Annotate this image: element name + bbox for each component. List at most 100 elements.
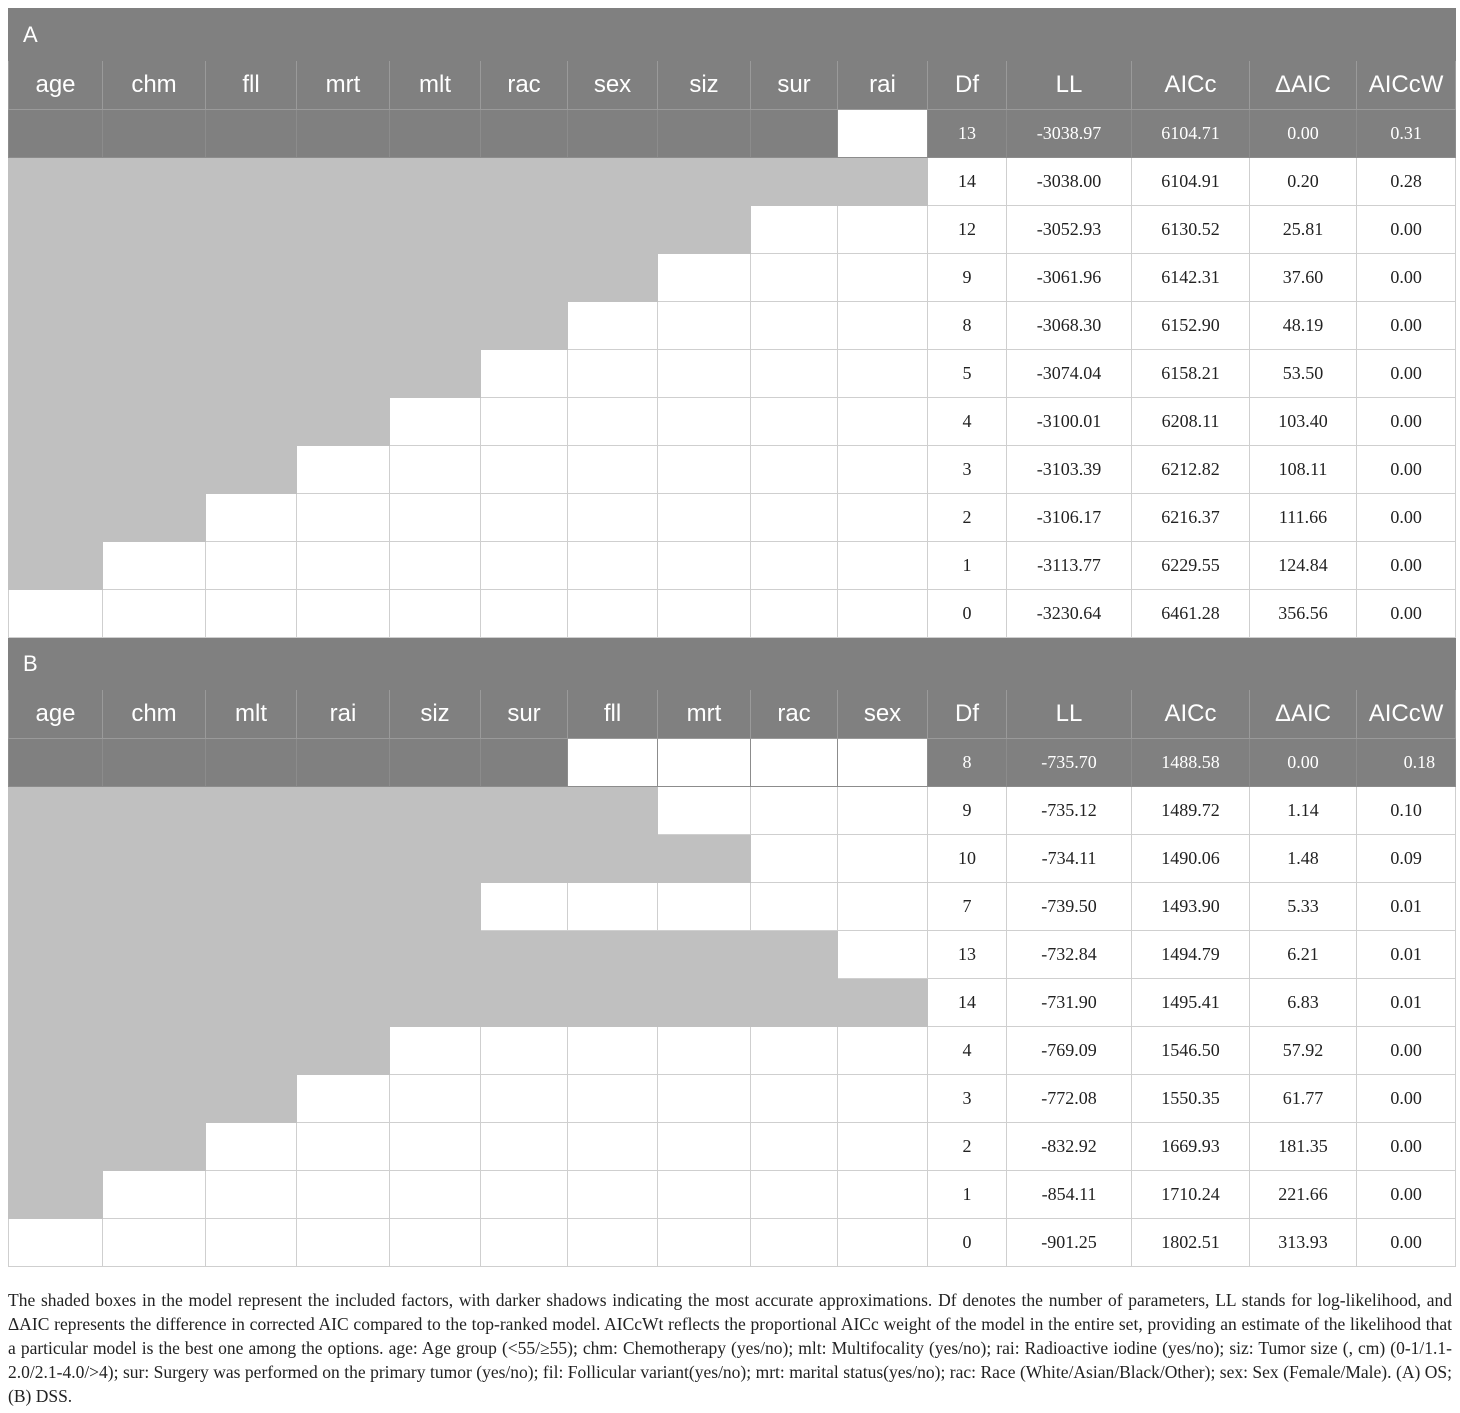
factor-included-cell xyxy=(389,253,481,302)
stat-header: ΔAIC xyxy=(1249,60,1357,110)
factor-excluded-cell xyxy=(567,1026,658,1075)
cell-daic: 111.66 xyxy=(1249,493,1357,542)
cell-w: 0.18 xyxy=(1355,738,1457,787)
table-footnote: The shaded boxes in the model represent … xyxy=(8,1290,1452,1406)
cell-ll: -3038.97 xyxy=(1006,109,1132,158)
factor-included-cell xyxy=(205,205,297,254)
factor-excluded-cell xyxy=(567,445,658,494)
cell-df: 8 xyxy=(927,301,1007,350)
factor-excluded-cell xyxy=(102,1170,206,1219)
factor-included-cell xyxy=(296,834,390,883)
model-row: 1 -3113.77 6229.55 124.84 0.00 xyxy=(8,541,1457,590)
cell-w: 0.00 xyxy=(1355,493,1457,542)
factor-excluded-cell xyxy=(389,445,481,494)
cell-aicc: 6461.28 xyxy=(1131,589,1250,638)
factor-excluded-cell xyxy=(102,1218,206,1267)
factor-excluded-cell xyxy=(567,301,658,350)
factor-excluded-cell xyxy=(837,397,928,446)
factor-excluded-cell xyxy=(750,786,838,835)
cell-daic: 37.60 xyxy=(1249,253,1357,302)
cell-ll: -832.92 xyxy=(1006,1122,1132,1171)
factor-included-cell xyxy=(296,930,390,979)
factor-included-cell xyxy=(102,157,206,206)
factor-excluded-cell xyxy=(480,1170,568,1219)
factor-excluded-cell xyxy=(837,301,928,350)
stat-header: Df xyxy=(927,689,1007,739)
cell-daic: 53.50 xyxy=(1249,349,1357,398)
factor-included-cell xyxy=(8,445,103,494)
cell-w: 0.31 xyxy=(1355,109,1457,158)
cell-df: 14 xyxy=(927,978,1007,1027)
cell-daic: 356.56 xyxy=(1249,589,1357,638)
factor-excluded-cell xyxy=(657,1122,751,1171)
stat-header: LL xyxy=(1006,60,1132,110)
factor-excluded-cell xyxy=(750,205,838,254)
factor-excluded-cell xyxy=(657,301,751,350)
cell-daic: 103.40 xyxy=(1249,397,1357,446)
factor-excluded-cell xyxy=(480,397,568,446)
cell-daic: 181.35 xyxy=(1249,1122,1357,1171)
model-row: 0 -3230.64 6461.28 356.56 0.00 xyxy=(8,589,1457,638)
cell-w: 0.00 xyxy=(1355,1218,1457,1267)
factor-included-cell xyxy=(8,301,103,350)
factor-included-cell xyxy=(296,109,390,158)
factor-included-cell xyxy=(102,930,206,979)
factor-excluded-cell xyxy=(657,589,751,638)
factor-excluded-cell xyxy=(480,1218,568,1267)
cell-df: 0 xyxy=(927,1218,1007,1267)
factor-included-cell xyxy=(8,738,103,787)
factor-excluded-cell xyxy=(480,445,568,494)
factor-excluded-cell xyxy=(837,786,928,835)
factor-excluded-cell xyxy=(567,882,658,931)
factor-header-mrt: mrt xyxy=(657,689,751,739)
model-row: 2 -832.92 1669.93 181.35 0.00 xyxy=(8,1122,1457,1171)
factor-excluded-cell xyxy=(657,1170,751,1219)
factor-excluded-cell xyxy=(750,882,838,931)
factor-excluded-cell xyxy=(296,1122,390,1171)
factor-header-mlt: mlt xyxy=(205,689,297,739)
factor-excluded-cell xyxy=(837,1074,928,1123)
factor-excluded-cell xyxy=(8,589,103,638)
cell-daic: 108.11 xyxy=(1249,445,1357,494)
factor-included-cell xyxy=(389,349,481,398)
factor-header-rac: rac xyxy=(480,60,568,110)
factor-included-cell xyxy=(205,978,297,1027)
cell-aicc: 1494.79 xyxy=(1131,930,1250,979)
cell-ll: -735.70 xyxy=(1006,738,1132,787)
cell-daic: 0.20 xyxy=(1249,157,1357,206)
cell-w: 0.09 xyxy=(1355,834,1457,883)
cell-ll: -3074.04 xyxy=(1006,349,1132,398)
factor-excluded-cell xyxy=(657,882,751,931)
cell-ll: -3100.01 xyxy=(1006,397,1132,446)
top-ranked-model-row: 8 -735.70 1488.58 0.00 0.18 xyxy=(8,738,1457,787)
factor-included-cell xyxy=(8,786,103,835)
factor-excluded-cell xyxy=(205,1218,297,1267)
factor-included-cell xyxy=(567,109,658,158)
factor-excluded-cell xyxy=(296,493,390,542)
factor-included-cell xyxy=(750,109,838,158)
cell-daic: 6.21 xyxy=(1249,930,1357,979)
factor-excluded-cell xyxy=(389,541,481,590)
factor-excluded-cell xyxy=(837,1218,928,1267)
panel-label: A xyxy=(7,8,1457,61)
cell-df: 9 xyxy=(927,253,1007,302)
factor-included-cell xyxy=(205,301,297,350)
factor-excluded-cell xyxy=(750,1026,838,1075)
factor-excluded-cell xyxy=(480,1122,568,1171)
factor-excluded-cell xyxy=(657,349,751,398)
cell-daic: 6.83 xyxy=(1249,978,1357,1027)
cell-aicc: 6104.71 xyxy=(1131,109,1250,158)
factor-included-cell xyxy=(8,1074,103,1123)
factor-excluded-cell xyxy=(750,589,838,638)
cell-ll: -772.08 xyxy=(1006,1074,1132,1123)
factor-included-cell xyxy=(567,834,658,883)
cell-ll: -734.11 xyxy=(1006,834,1132,883)
factor-excluded-cell xyxy=(657,1074,751,1123)
cell-aicc: 1493.90 xyxy=(1131,882,1250,931)
cell-ll: -731.90 xyxy=(1006,978,1132,1027)
model-row: 3 -772.08 1550.35 61.77 0.00 xyxy=(8,1074,1457,1123)
cell-aicc: 6208.11 xyxy=(1131,397,1250,446)
factor-excluded-cell xyxy=(837,589,928,638)
factor-included-cell xyxy=(8,397,103,446)
factor-included-cell xyxy=(102,205,206,254)
